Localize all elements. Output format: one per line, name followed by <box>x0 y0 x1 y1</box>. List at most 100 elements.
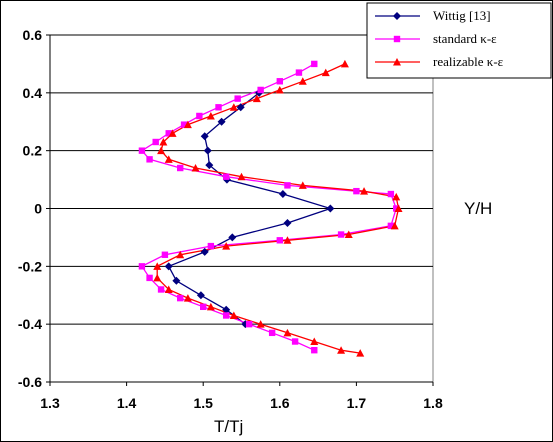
data-point-triangle <box>256 320 265 328</box>
data-point-square <box>245 320 253 328</box>
data-point-triangle <box>164 285 173 293</box>
data-point-square <box>215 104 222 111</box>
data-point-square <box>276 237 283 244</box>
data-point-square <box>146 274 153 282</box>
y-axis-label: Y/H <box>464 199 492 218</box>
data-point-square <box>196 112 203 120</box>
data-point-diamond <box>236 103 245 112</box>
data-point-triangle <box>310 337 319 346</box>
series-2 <box>156 63 400 354</box>
x-tick-label: 1.8 <box>423 395 443 411</box>
data-point-triangle <box>222 242 231 250</box>
legend: Wittig [13] standard κ-ε realizable κ-ε <box>366 2 552 79</box>
data-point-diamond <box>200 247 209 256</box>
data-point-triangle <box>157 146 166 155</box>
legend-entry: Wittig [13] <box>375 8 491 23</box>
data-point-triangle <box>337 346 346 354</box>
data-point-diamond <box>172 276 181 285</box>
data-point-triangle <box>206 111 215 120</box>
data-point-triangle <box>183 120 192 129</box>
y-tick-label: 0.2 <box>23 143 43 159</box>
data-point-square <box>157 286 165 293</box>
data-point-diamond <box>228 233 237 242</box>
data-point-square <box>393 35 401 43</box>
data-point-triangle <box>252 94 261 103</box>
data-point-triangle <box>159 137 168 146</box>
data-point-triangle <box>237 172 246 181</box>
series-layer <box>138 59 403 357</box>
data-point-diamond <box>326 204 335 213</box>
series-markers-1 <box>138 60 400 354</box>
data-point-square <box>284 182 291 189</box>
data-point-square <box>222 173 230 180</box>
data-point-square <box>152 138 159 146</box>
legend-label: Wittig [13] <box>433 8 491 23</box>
data-point-square <box>337 231 345 238</box>
data-point-triangle <box>344 230 353 239</box>
x-tick-label: 1.6 <box>270 395 290 411</box>
series-line <box>156 63 400 354</box>
data-point-square <box>165 130 172 137</box>
data-point-diamond <box>217 117 226 126</box>
data-point-triangle <box>356 349 365 357</box>
data-point-triangle <box>321 68 330 77</box>
data-point-triangle <box>360 187 369 195</box>
data-point-diamond <box>205 161 214 170</box>
data-point-square <box>353 187 360 195</box>
data-point-triangle <box>275 85 284 94</box>
data-point-square <box>387 190 395 198</box>
data-point-triangle <box>340 59 349 68</box>
data-point-triangle <box>390 221 399 230</box>
data-point-square <box>138 147 146 154</box>
data-point-triangle <box>393 58 401 66</box>
data-point-square <box>161 251 169 258</box>
y-tick-label: 0 <box>34 201 42 217</box>
data-point-triangle <box>191 164 200 172</box>
y-tick-label: 0.6 <box>23 27 43 43</box>
data-point-square <box>393 205 400 212</box>
data-point-triangle <box>183 294 192 302</box>
data-point-square <box>200 303 207 311</box>
legend-label: realizable κ-ε <box>433 54 504 69</box>
data-point-diamond <box>278 190 287 199</box>
data-point-square <box>234 95 241 102</box>
series-markers-2 <box>153 59 403 357</box>
x-tick-label: 1.4 <box>117 395 137 411</box>
data-point-diamond <box>196 291 205 300</box>
legend-entry: realizable κ-ε <box>375 54 504 69</box>
data-point-square <box>295 69 303 76</box>
data-point-triangle <box>283 328 292 337</box>
data-point-square <box>311 346 318 354</box>
data-point-square <box>291 338 299 345</box>
data-point-triangle <box>283 236 292 244</box>
tick-labels: 0.6 0.4 0.2 0 -0.2 -0.4 -0.6 1.3 1.4 1.5 1.6 1.7 1.8 <box>18 27 443 411</box>
y-tick-label: -0.2 <box>18 258 42 274</box>
data-point-triangle <box>164 155 173 163</box>
data-point-triangle <box>392 192 401 201</box>
y-tick-label: 0.4 <box>23 85 43 101</box>
data-point-square <box>207 242 215 250</box>
data-point-diamond <box>164 262 173 271</box>
data-point-square <box>387 222 395 230</box>
x-tick-label: 1.7 <box>347 395 367 411</box>
legend-label: standard κ-ε <box>433 31 497 46</box>
data-point-triangle <box>394 204 403 212</box>
legend-entry: standard κ-ε <box>375 31 497 46</box>
data-point-square <box>138 263 146 270</box>
data-point-diamond <box>393 12 401 20</box>
x-axis-label: T/Tj <box>214 417 243 436</box>
data-point-diamond <box>222 305 231 314</box>
data-point-triangle <box>298 181 307 189</box>
data-point-triangle <box>229 311 238 319</box>
x-tick-label: 1.5 <box>193 395 213 411</box>
data-point-square <box>180 121 188 128</box>
data-point-triangle <box>229 103 238 111</box>
data-point-triangle <box>206 302 215 311</box>
data-point-square <box>268 329 276 337</box>
data-point-square <box>177 294 184 302</box>
x-tick-label: 1.3 <box>40 395 60 411</box>
axes <box>46 34 434 386</box>
data-point-triangle <box>176 250 185 259</box>
data-point-diamond <box>203 146 212 155</box>
